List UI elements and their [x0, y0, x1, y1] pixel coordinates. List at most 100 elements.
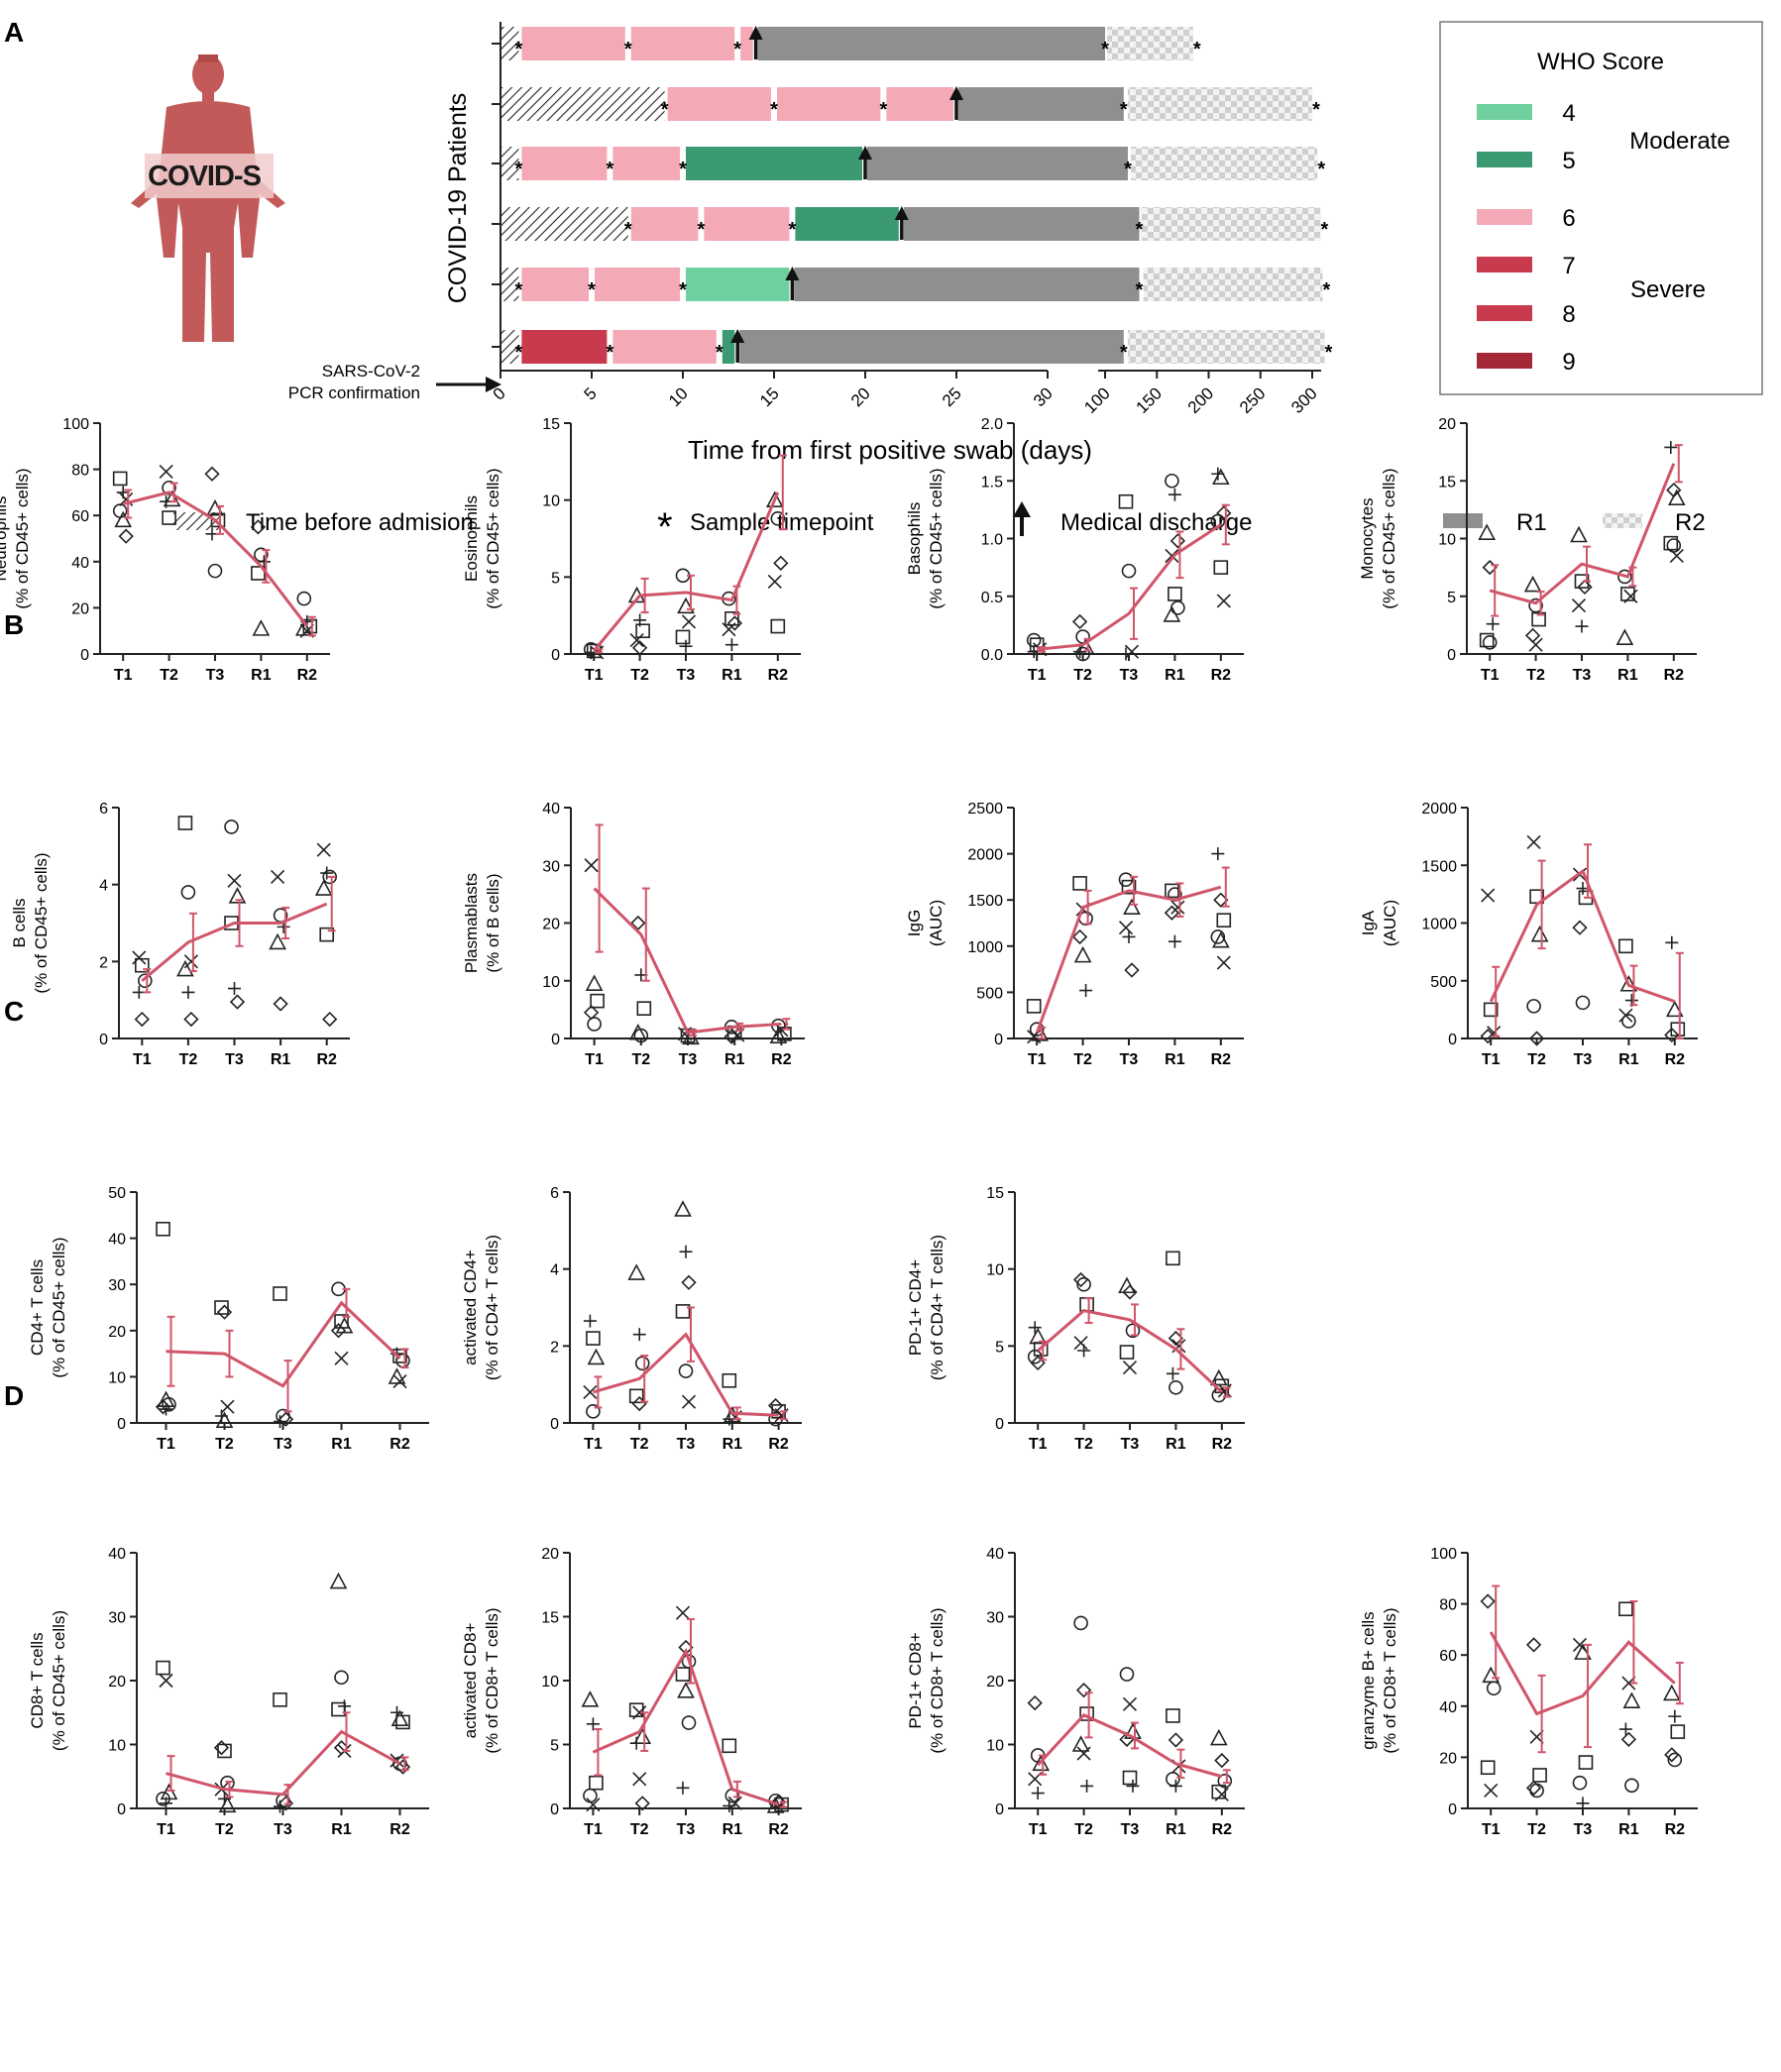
data-point-circle	[296, 591, 312, 606]
x-tick-label: R1	[1617, 667, 1638, 684]
data-point-diamond	[134, 1011, 150, 1028]
y-label-sub: (% of CD45+ cells)	[50, 1237, 68, 1377]
r1-bar	[757, 27, 1105, 60]
x-tick-label: R2	[1211, 1051, 1232, 1068]
data-point-triangle	[1211, 931, 1230, 948]
data-point-square	[1483, 1002, 1499, 1018]
data-point-triangle	[627, 1263, 646, 1280]
x-tick-label: T2	[1527, 1051, 1546, 1068]
x-tick-label: T2	[1074, 1821, 1093, 1838]
data-point-plus	[1028, 1321, 1042, 1335]
data-point-square	[1216, 913, 1232, 928]
data-point-square	[217, 1743, 232, 1759]
y-tick-label: 40	[71, 555, 89, 572]
data-point-plus	[1119, 647, 1133, 661]
chart-cd8: 0 10 20 30 40 T1 T2 T3 R1 R2 CD8+ T cells (% of CD4…	[28, 1546, 429, 1838]
sample-marker-icon: *	[1193, 39, 1201, 60]
data-point-cross	[675, 1605, 691, 1620]
data-point-square	[1531, 611, 1546, 627]
sample-marker-icon: *	[1320, 219, 1328, 241]
x-tick-label: R1	[251, 667, 272, 684]
x-tick-label: R1	[1166, 1821, 1186, 1838]
data-point-circle	[1076, 1276, 1091, 1292]
panel-letter-b: B	[4, 609, 24, 640]
data-point-circle	[583, 1788, 598, 1803]
data-point-triangle	[114, 510, 133, 528]
y-tick-label: 20	[108, 1674, 126, 1690]
data-point-triangle	[1073, 945, 1092, 963]
who-score-4: 4	[1562, 100, 1575, 127]
data-point-cross	[1118, 921, 1134, 935]
sample-marker-icon: *	[679, 279, 687, 301]
data-point-circle	[1073, 1615, 1088, 1631]
data-point-circle	[1210, 929, 1226, 944]
data-point-square	[1118, 493, 1134, 509]
data-point-square	[1165, 883, 1179, 899]
y-tick-label: 10	[986, 1262, 1004, 1279]
data-point-triangle	[769, 1027, 788, 1043]
data-point-triangle	[388, 1367, 406, 1384]
data-point-circle	[1166, 1772, 1180, 1787]
data-point-square	[156, 1660, 170, 1676]
data-point-circle	[1075, 646, 1090, 662]
bottom-legend: Time before admision * Sample timepoint …	[173, 501, 1706, 549]
data-point-diamond	[278, 1796, 294, 1811]
data-point-triangle	[1574, 1643, 1592, 1660]
who-score-9: 9	[1562, 349, 1575, 376]
legend-discharge-label: Medical discharge	[1060, 509, 1252, 536]
data-point-triangle	[163, 490, 181, 507]
data-point-plus	[679, 639, 693, 653]
data-point-plus	[1575, 619, 1589, 633]
patient-row: * * * * *	[492, 329, 1333, 364]
x-tick-label: T1	[133, 1051, 152, 1068]
data-point-circle	[1482, 635, 1498, 650]
x-tick-label: R2	[390, 1436, 410, 1453]
data-point-plus	[320, 866, 334, 880]
y-tick-label: 100	[62, 416, 89, 433]
timeline-xtick-label: 25	[939, 383, 965, 410]
y-label-sub: (% of CD45+ cells)	[1380, 468, 1398, 608]
data-point-square	[635, 623, 650, 639]
x-tick-label: T2	[1073, 667, 1092, 684]
y-tick-label: 1.0	[981, 532, 1003, 549]
data-point-plus	[1079, 984, 1093, 998]
data-point-diamond	[1524, 627, 1541, 643]
mean-line	[122, 491, 308, 627]
pre-admission-bar	[501, 87, 665, 121]
timeline-xtick-label: 150	[1133, 383, 1166, 416]
data-point-cross	[227, 873, 242, 888]
data-point-plus	[1077, 1344, 1091, 1358]
data-point-cross	[132, 950, 147, 965]
mask-band	[145, 154, 274, 198]
data-point-cross	[1122, 1696, 1138, 1711]
data-point-square	[590, 993, 605, 1009]
data-point-plus	[1169, 1779, 1182, 1793]
human-figure-icon: COVID-S	[131, 55, 285, 342]
y-tick-label: 80	[1439, 1597, 1457, 1614]
data-point-diamond	[1124, 962, 1140, 978]
who-score-bar	[521, 268, 589, 301]
data-point-triangle	[1615, 628, 1634, 645]
x-tick-label: T3	[1573, 667, 1592, 684]
data-point-cross	[586, 1798, 601, 1812]
data-point-square	[1480, 1760, 1496, 1776]
mean-line	[1489, 463, 1676, 605]
panel-letter-a: A	[4, 17, 24, 48]
x-tick-label: R2	[297, 667, 318, 684]
data-point-triangle	[581, 1690, 600, 1707]
y-tick-label: 5	[1447, 590, 1456, 606]
y-tick-label: 15	[542, 416, 560, 433]
data-point-diamond	[118, 528, 134, 544]
who-score-bar	[521, 147, 608, 180]
sample-marker-icon: *	[607, 342, 614, 364]
x-tick-label: R1	[724, 1051, 745, 1068]
timeline-xtick-label: 100	[1080, 383, 1113, 416]
sample-marker-icon: *	[716, 342, 724, 364]
y-label: B cells	[10, 898, 29, 947]
y-label: CD8+ T cells	[28, 1632, 47, 1728]
data-point-triangle	[1118, 1276, 1136, 1294]
y-tick-label: 2	[99, 954, 108, 971]
x-tick-label: T1	[585, 1051, 604, 1068]
y-tick-label: 40	[986, 1546, 1004, 1563]
